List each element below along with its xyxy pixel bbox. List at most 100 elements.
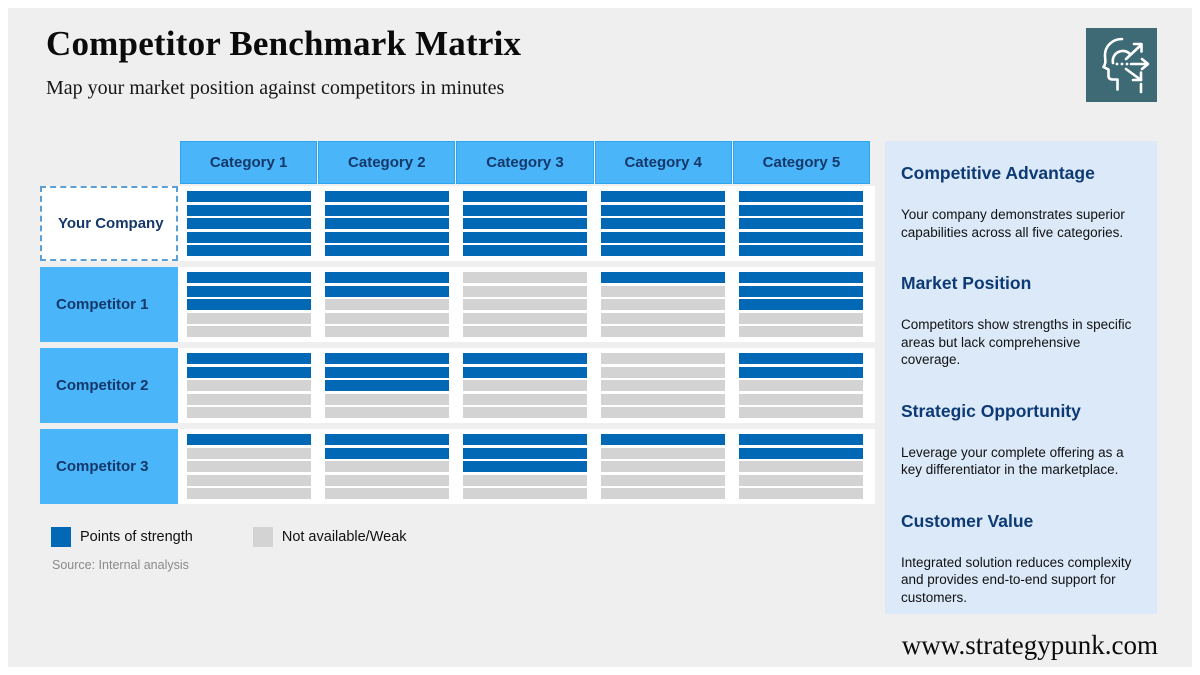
strength-bar: [601, 272, 725, 283]
weak-bar: [187, 380, 311, 391]
strength-bar: [601, 434, 725, 445]
weak-bar: [601, 461, 725, 472]
score-cell-category-1: [187, 272, 311, 337]
matrix-rows: Your Company Competitor 1 Competitor 2 Comp…: [40, 186, 875, 510]
weak-bar: [601, 285, 725, 297]
sidebar-section-body: Competitors show strengths in specific a…: [901, 317, 1132, 368]
strength-bar: [187, 245, 311, 256]
weak-bar: [187, 474, 311, 486]
legend-label: Points of strength: [80, 529, 193, 545]
weak-bar: [325, 326, 449, 337]
strength-bar: [739, 204, 863, 216]
page-subtitle: Map your market position against competi…: [46, 77, 505, 99]
strength-swatch-icon: [51, 527, 71, 547]
weak-bar: [187, 488, 311, 499]
sidebar-section-title: Market Position: [901, 273, 1032, 294]
column-header-2: Category 2: [318, 141, 456, 184]
sidebar-section-title: Competitive Advantage: [901, 163, 1095, 183]
score-cell-category-1: [187, 434, 311, 499]
score-cell-category-3: [463, 272, 587, 337]
strength-bar: [325, 447, 449, 459]
strength-bar: [325, 231, 449, 243]
strength-bar: [187, 366, 311, 378]
score-cell-category-1: [187, 353, 311, 418]
score-cell-category-2: [325, 191, 449, 256]
score-cell-category-5: [739, 272, 863, 337]
source-note: Source: Internal analysis: [52, 558, 189, 572]
strength-bar: [187, 299, 311, 310]
strength-bar: [187, 272, 311, 283]
weak-bar: [325, 299, 449, 310]
weak-bar: [739, 380, 863, 391]
strength-bar: [739, 191, 863, 202]
weak-bar: [463, 380, 587, 391]
page-title: Competitor Benchmark Matrix: [46, 24, 522, 63]
weak-bar: [601, 447, 725, 459]
strength-bar: [601, 204, 725, 216]
weak-bar: [739, 407, 863, 418]
row-cells: [187, 353, 863, 418]
strength-bar: [463, 447, 587, 459]
row-cells: [187, 191, 863, 256]
strength-bar: [187, 204, 311, 216]
strength-bar: [739, 366, 863, 378]
matrix-row-competitor-1: Competitor 1: [40, 267, 875, 342]
strength-bar: [187, 353, 311, 364]
strength-bar: [187, 218, 311, 229]
score-cell-category-3: [463, 434, 587, 499]
row-cells: [187, 434, 863, 499]
strength-bar: [739, 434, 863, 445]
weak-bar: [601, 393, 725, 405]
matrix-row-competitor-3: Competitor 3: [40, 429, 875, 504]
row-label: Competitor 1: [40, 267, 178, 342]
weak-bar: [463, 299, 587, 310]
weak-bar: [325, 461, 449, 472]
strength-bar: [463, 245, 587, 256]
row-label: Competitor 3: [40, 429, 178, 504]
score-cell-category-5: [739, 434, 863, 499]
weak-bar: [463, 393, 587, 405]
legend-item-weak: Not available/Weak: [252, 527, 407, 547]
weak-bar: [601, 326, 725, 337]
weak-bar: [325, 474, 449, 486]
strength-bar: [325, 191, 449, 202]
strength-bar: [739, 245, 863, 256]
weak-bar: [601, 299, 725, 310]
row-label: Competitor 2: [40, 348, 178, 423]
weak-bar: [739, 393, 863, 405]
strength-bar: [739, 272, 863, 283]
weak-bar: [325, 312, 449, 324]
score-cell-category-4: [601, 353, 725, 418]
weak-bar: [601, 474, 725, 486]
strength-bar: [187, 434, 311, 445]
weak-bar: [601, 488, 725, 499]
strength-bar: [463, 461, 587, 472]
insights-sidebar: Competitive Advantage Your company demon…: [885, 141, 1157, 614]
strength-bar: [463, 191, 587, 202]
strength-bar: [739, 299, 863, 310]
strength-bar: [601, 218, 725, 229]
score-cell-category-1: [187, 191, 311, 256]
matrix-row-competitor-2: Competitor 2: [40, 348, 875, 423]
weak-bar: [463, 407, 587, 418]
weak-bar: [601, 312, 725, 324]
score-cell-category-2: [325, 434, 449, 499]
weak-bar: [463, 488, 587, 499]
website-link[interactable]: www.strategypunk.com: [901, 630, 1158, 660]
score-cell-category-4: [601, 434, 725, 499]
strength-bar: [325, 204, 449, 216]
strength-bar: [325, 218, 449, 229]
strength-bar: [463, 353, 587, 364]
legend-item-strength: Points of strength: [51, 527, 193, 547]
weak-bar: [463, 474, 587, 486]
score-cell-category-3: [463, 353, 587, 418]
strength-bar: [739, 231, 863, 243]
score-cell-category-5: [739, 191, 863, 256]
strength-bar: [325, 353, 449, 364]
weak-swatch-icon: [252, 527, 273, 547]
weak-bar: [325, 488, 449, 499]
weak-bar: [463, 326, 587, 337]
weak-bar: [463, 272, 587, 283]
weak-bar: [187, 326, 311, 337]
weak-bar: [739, 326, 863, 337]
